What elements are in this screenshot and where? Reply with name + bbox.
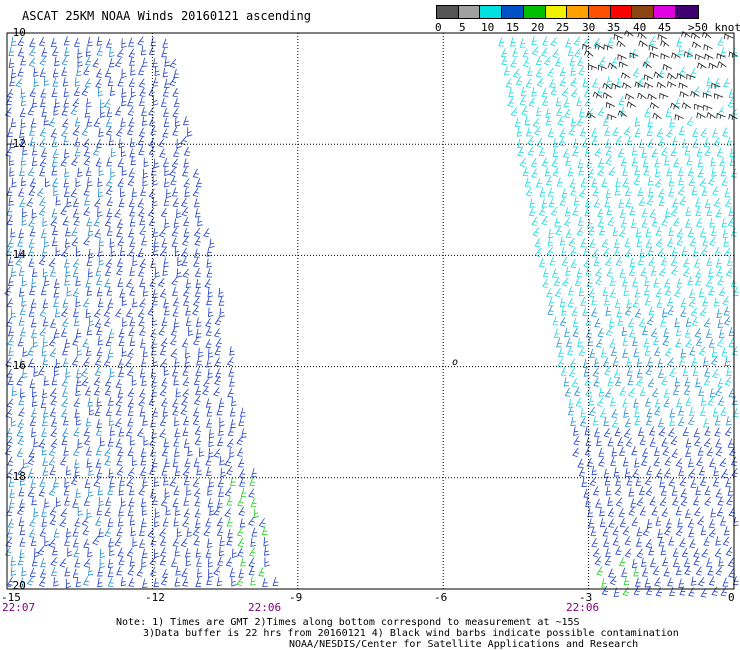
lat-tick-label: -10 [6,26,26,39]
wind-barb-group [4,36,739,598]
footnote-credit: NOAA/NESDIS/Center for Satellite Applica… [289,639,639,650]
wind-barbs [4,29,740,598]
center-marker: o [452,357,458,368]
wind-barb-group [4,36,738,587]
legend-level: 10 [481,21,495,34]
lat-tick-label: -14 [6,248,26,261]
legend-swatch [674,5,699,19]
lat-lon-grid [7,33,734,589]
legend-level: 5 [459,21,466,34]
lon-tick-label: -9 [289,591,303,604]
lon-tick-label: -15 [1,591,21,604]
legend-level: 40 [633,21,647,34]
legend-level: 45 [658,21,672,34]
legend-level: 20 [531,21,545,34]
pass-time-label: 22:06 [566,601,600,614]
legend-level: 15 [506,21,520,34]
legend-level: 25 [556,21,570,34]
lat-tick-label: -20 [6,579,26,592]
lon-tick-label: 0 [728,591,735,604]
pass-time-label: 22:07 [2,601,36,614]
map-frame [6,32,735,590]
lat-tick-label: -18 [6,470,26,483]
wind-barb-group [582,29,738,121]
footnote-line: Note: 1) Times are GMT 2)Times along bot… [116,617,580,628]
lon-tick-label: -12 [145,591,165,604]
map-title: ASCAT 25KM NOAA Winds 20160121 ascending [22,9,311,23]
lat-tick-label: -16 [6,359,26,372]
wind-barb-group [226,476,639,597]
legend-level-max: >50 knots [688,21,740,34]
lat-tick-label: -12 [6,137,26,150]
footnote-line: 3)Data buffer is 22 hrs from 20160121 4)… [143,628,679,639]
lon-tick-label: -3 [579,591,593,604]
lon-tick-label: -6 [434,591,448,604]
legend-level: 0 [435,21,442,34]
pass-time-label: 22:06 [248,601,282,614]
legend-level: 35 [607,21,621,34]
legend-level: 30 [582,21,596,34]
